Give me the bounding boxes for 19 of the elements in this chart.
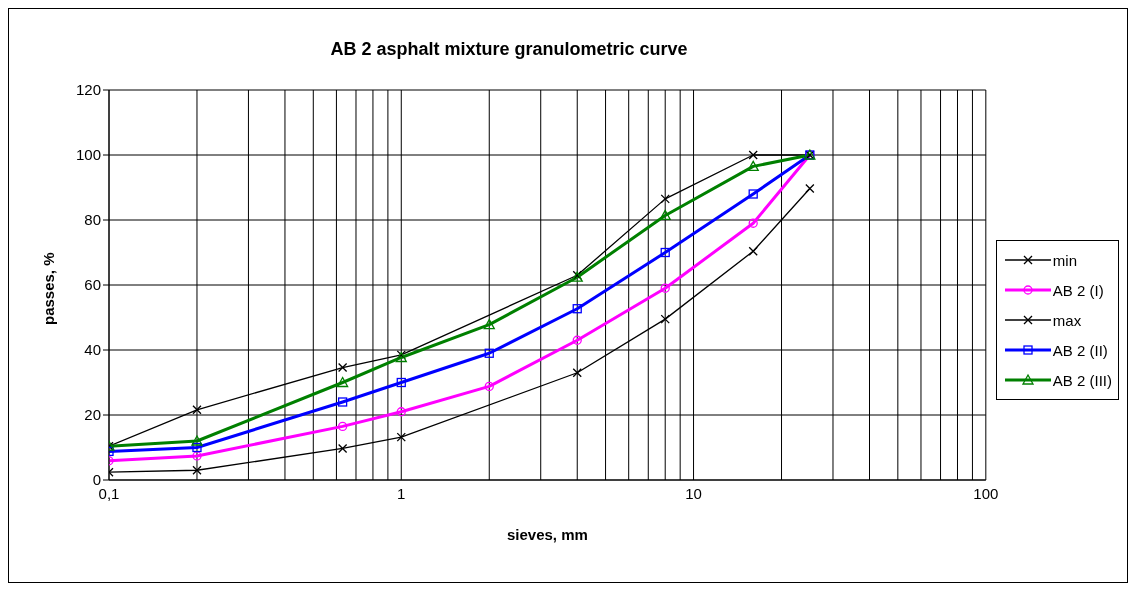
legend-label: AB 2 (II) bbox=[1052, 341, 1108, 359]
legend-label: AB 2 (III) bbox=[1052, 371, 1112, 389]
y-tick-label: 120 bbox=[75, 81, 101, 99]
x-tick-label: 10 bbox=[685, 484, 702, 502]
y-axis-title: passes, % bbox=[40, 252, 58, 325]
chart-title: AB 2 asphalt mixture granulometric curve bbox=[329, 38, 689, 60]
y-tick-label: 100 bbox=[75, 146, 101, 164]
legend-label: AB 2 (I) bbox=[1052, 281, 1104, 299]
legend-label: max bbox=[1052, 311, 1082, 329]
y-tick-label: 40 bbox=[84, 341, 101, 359]
x-tick-label: 1 bbox=[397, 484, 406, 502]
y-tick-label: 0 bbox=[92, 471, 101, 489]
x-axis-title: sieves, mm bbox=[506, 526, 588, 543]
legend-label: min bbox=[1052, 251, 1077, 269]
x-tick-label: 100 bbox=[973, 484, 999, 502]
y-tick-label: 60 bbox=[84, 276, 101, 294]
x-tick-label: 0,1 bbox=[98, 484, 120, 502]
y-tick-label: 20 bbox=[84, 406, 101, 424]
y-tick-label: 80 bbox=[84, 211, 101, 229]
